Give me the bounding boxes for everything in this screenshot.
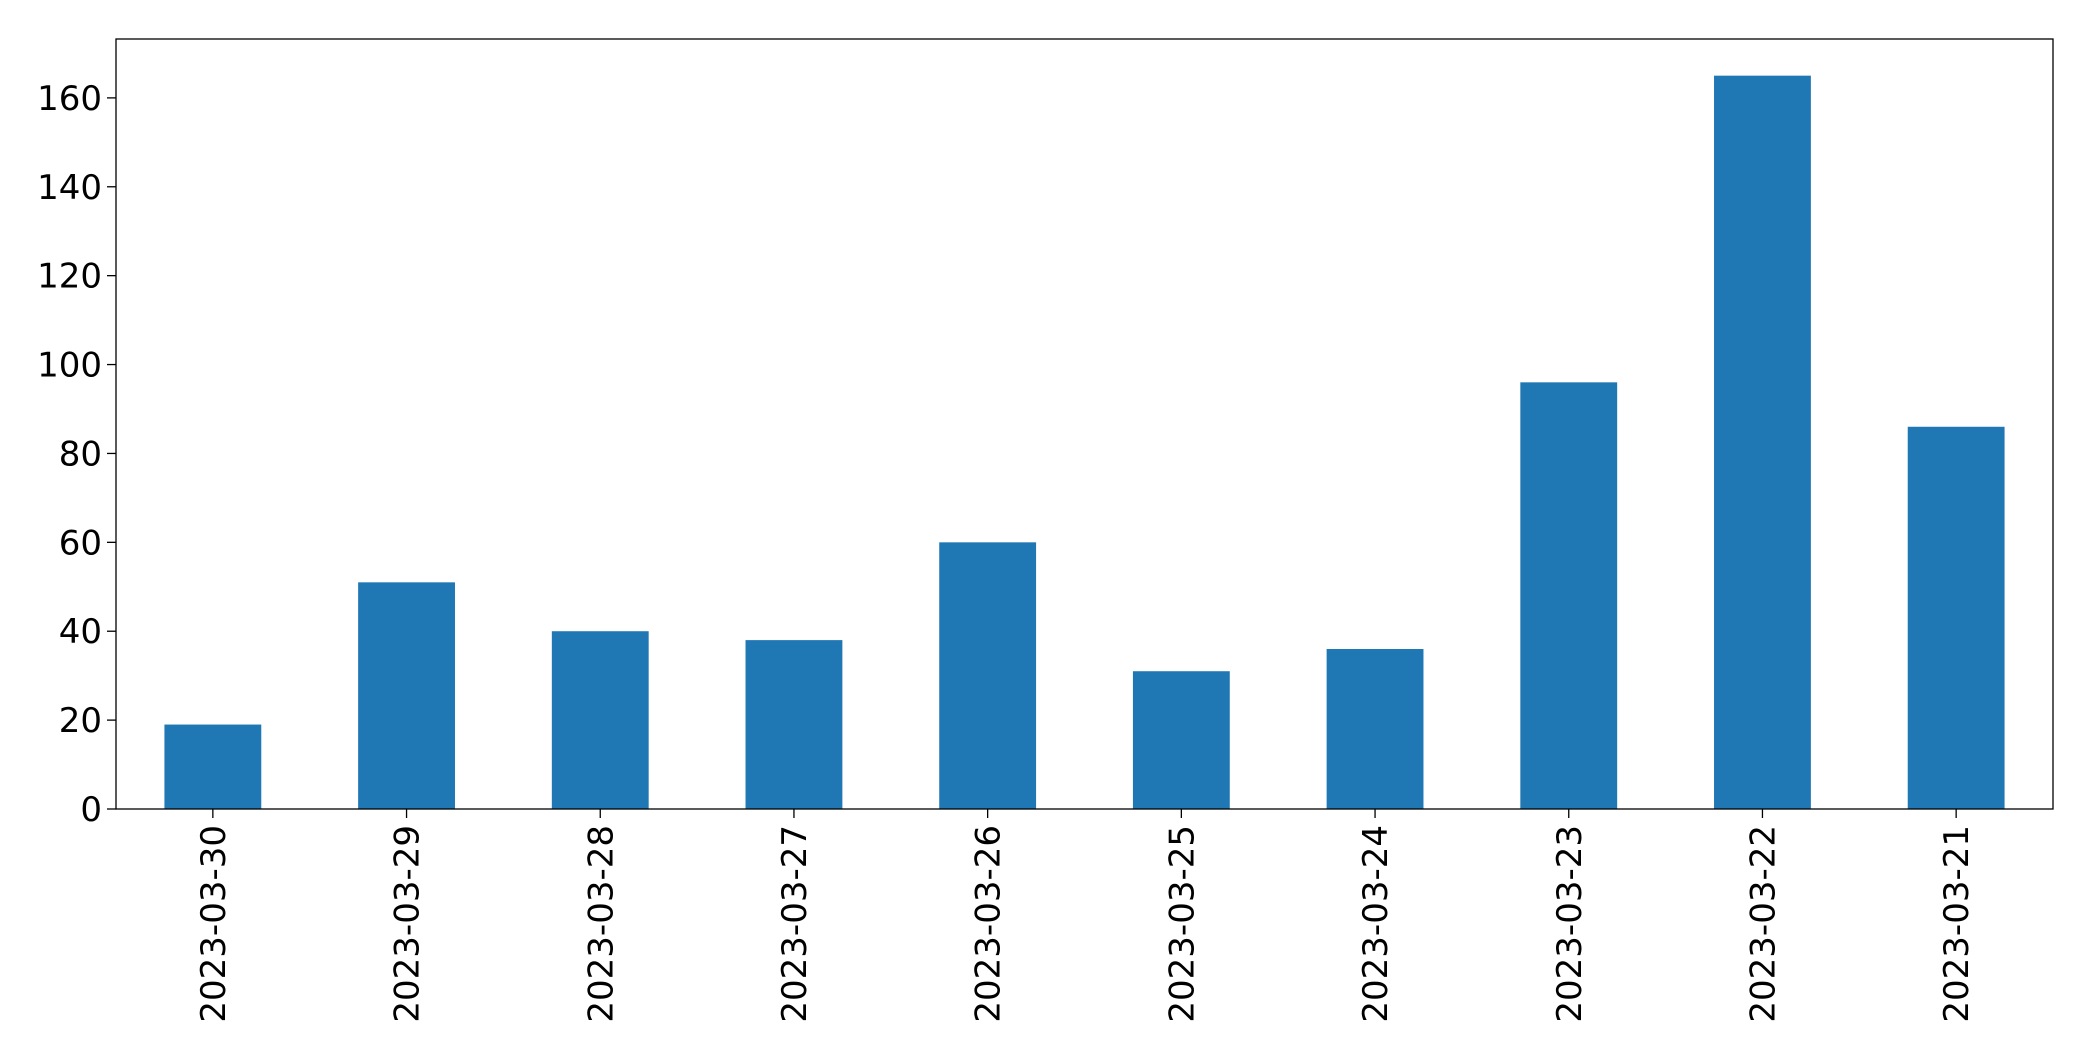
y-tick-label: 100 xyxy=(37,346,102,386)
bar xyxy=(358,582,455,809)
x-tick-label: 2023-03-29 xyxy=(388,825,428,1023)
bar xyxy=(745,640,843,809)
y-tick-label: 60 xyxy=(59,523,102,563)
x-tick-label: 2023-03-27 xyxy=(775,825,815,1023)
x-tick-label: 2023-03-21 xyxy=(1937,825,1977,1023)
bar xyxy=(1907,426,2005,809)
bar xyxy=(164,724,262,809)
y-tick-label: 80 xyxy=(59,434,102,474)
y-tick-label: 120 xyxy=(37,257,102,297)
y-tick-label: 140 xyxy=(37,168,102,208)
y-tick-label: 160 xyxy=(37,79,102,119)
bar xyxy=(1520,382,1618,809)
x-tick-label: 2023-03-28 xyxy=(581,825,621,1023)
x-tick-label: 2023-03-24 xyxy=(1356,825,1396,1023)
x-tick-label: 2023-03-30 xyxy=(194,825,234,1023)
y-tick-label: 0 xyxy=(80,790,102,830)
y-tick-label: 40 xyxy=(59,612,102,652)
bar xyxy=(1714,75,1811,809)
bar xyxy=(939,542,1037,809)
bar xyxy=(551,631,649,809)
x-tick-label: 2023-03-22 xyxy=(1743,825,1783,1023)
x-tick-label: 2023-03-23 xyxy=(1550,825,1590,1023)
plot-frame xyxy=(115,38,2054,810)
x-tick-label: 2023-03-25 xyxy=(1162,825,1202,1023)
bar xyxy=(1132,671,1230,809)
y-tick-label: 20 xyxy=(59,701,102,741)
x-tick-label: 2023-03-26 xyxy=(969,825,1009,1023)
bar xyxy=(1326,649,1424,809)
